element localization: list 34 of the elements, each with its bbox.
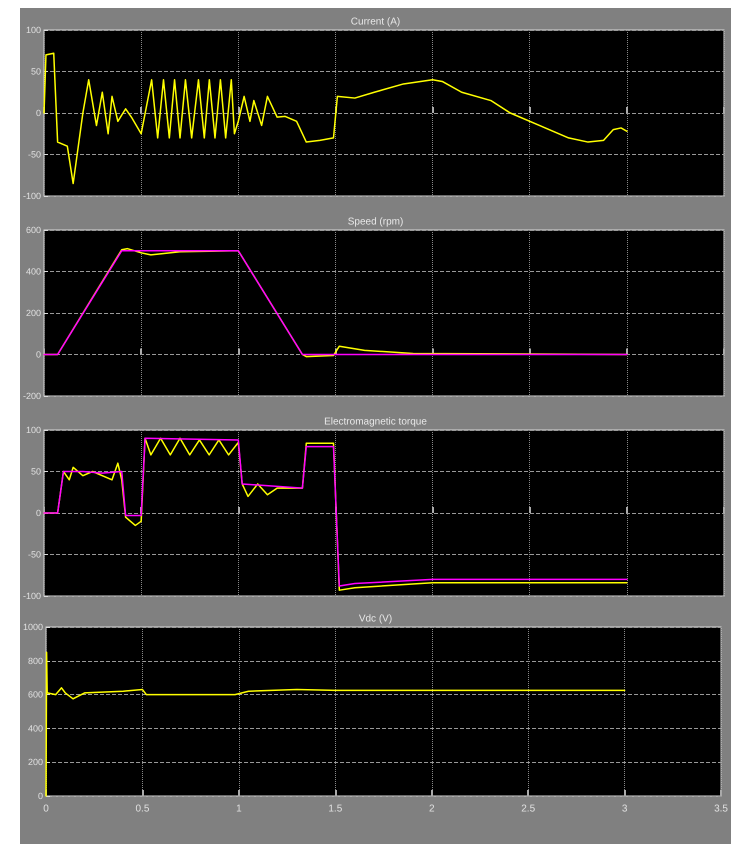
y-tick-label: 400 bbox=[28, 723, 44, 734]
y-tick-label: 100 bbox=[26, 425, 42, 435]
x-tick-label: 2.5 bbox=[521, 804, 536, 814]
y-tick-label: 0 bbox=[36, 108, 42, 118]
chart-title: Speed (rpm) bbox=[348, 216, 404, 228]
y-tick-label: 0 bbox=[36, 508, 42, 518]
y-tick-label: 200 bbox=[26, 308, 42, 318]
x-tick-label: 1.5 bbox=[328, 804, 343, 814]
y-tick-label: 600 bbox=[28, 690, 44, 700]
y-tick-label: 50 bbox=[31, 466, 42, 476]
line-series bbox=[45, 652, 626, 797]
y-tick-label: -50 bbox=[28, 150, 42, 160]
x-tick-label: 3 bbox=[622, 804, 628, 814]
x-tick-label: 1 bbox=[236, 804, 242, 814]
line-series bbox=[43, 52, 628, 184]
y-tick-label: 800 bbox=[28, 656, 44, 666]
x-tick-label: 0.5 bbox=[136, 804, 150, 814]
y-tick-label: -50 bbox=[28, 550, 42, 560]
y-tick-label: 0 bbox=[38, 791, 44, 801]
x-tick-label: 2 bbox=[428, 804, 435, 814]
y-tick-label: 0 bbox=[36, 350, 42, 360]
y-tick-label: 1000 bbox=[22, 622, 44, 632]
y-tick-label: -100 bbox=[23, 191, 42, 201]
chart-title: Vdc (V) bbox=[358, 614, 392, 624]
y-tick-label: 100 bbox=[26, 25, 42, 35]
y-tick-label: 200 bbox=[28, 757, 44, 768]
y-tick-label: 600 bbox=[26, 225, 42, 235]
y-tick-label: -100 bbox=[23, 591, 42, 601]
y-tick-label: 400 bbox=[26, 266, 42, 276]
chart-title: Current (A) bbox=[350, 16, 400, 28]
chart-title: Electromagnetic torque bbox=[324, 416, 428, 428]
x-tick-label: 3.5 bbox=[714, 804, 728, 814]
y-tick-label: -200 bbox=[23, 391, 42, 401]
y-tick-label: 50 bbox=[31, 66, 42, 76]
